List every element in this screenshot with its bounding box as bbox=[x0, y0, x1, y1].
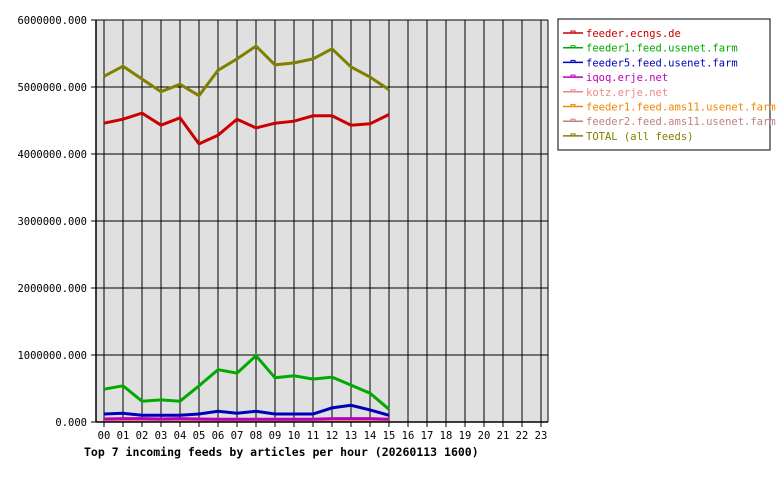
legend-box bbox=[557, 18, 771, 151]
x-tick-label: 18 bbox=[440, 430, 453, 442]
x-tick-label: 14 bbox=[364, 430, 377, 442]
y-axis-ticks: 0.000 1000000.000 2000000.000 3000000.000 40… bbox=[17, 15, 96, 429]
series-lines bbox=[103, 44, 390, 423]
y-tick-label: 1000000.000 bbox=[17, 350, 87, 362]
x-tick-label: 15 bbox=[383, 430, 396, 442]
legend-item: feeder2.feed.ams11.usenet.farm bbox=[563, 116, 776, 128]
x-tick-label: 08 bbox=[250, 430, 263, 442]
x-tick-label: 09 bbox=[269, 430, 282, 442]
legend-item: feeder5.feed.usenet.farm bbox=[563, 57, 738, 69]
x-tick-label: 17 bbox=[421, 430, 434, 442]
legend: feeder.ecngs.de feeder1.feed.usenet.farm f… bbox=[557, 18, 776, 151]
series-line-feeder1-feed-usenet-farm bbox=[103, 353, 390, 411]
legend-item: iqoq.erje.net bbox=[563, 72, 668, 84]
x-tick-label: 05 bbox=[193, 430, 206, 442]
x-tick-label: 22 bbox=[516, 430, 529, 442]
y-tick-label: 6000000.000 bbox=[17, 15, 87, 27]
legend-label: feeder5.feed.usenet.farm bbox=[586, 57, 738, 69]
series-line-feeder-ecngs-de bbox=[103, 111, 390, 146]
x-tick-label: 19 bbox=[459, 430, 472, 442]
legend-label: feeder2.feed.ams11.usenet.farm bbox=[586, 116, 776, 128]
x-tick-label: 23 bbox=[535, 430, 548, 442]
legend-label: feeder1.feed.ams11.usenet.farm bbox=[586, 102, 776, 114]
legend-item: TOTAL (all feeds) bbox=[563, 131, 693, 143]
series-line-total-all-feeds- bbox=[103, 44, 390, 98]
legend-marker-icon bbox=[570, 74, 576, 78]
legend-marker-icon bbox=[570, 118, 576, 122]
legend-item: feeder1.feed.usenet.farm bbox=[563, 43, 738, 55]
y-tick-label: 2000000.000 bbox=[17, 283, 87, 295]
x-tick-label: 12 bbox=[326, 430, 339, 442]
legend-marker-icon bbox=[570, 104, 576, 107]
y-tick-label: 0.000 bbox=[55, 417, 87, 429]
x-tick-label: 13 bbox=[345, 430, 358, 442]
chart-title: Top 7 incoming feeds by articles per hou… bbox=[84, 445, 479, 459]
x-tick-label: 10 bbox=[288, 430, 301, 442]
x-tick-label: 20 bbox=[478, 430, 491, 442]
x-tick-label: 16 bbox=[402, 430, 415, 442]
legend-marker-icon bbox=[570, 89, 576, 93]
y-tick-label: 4000000.000 bbox=[17, 149, 87, 161]
grid-lines bbox=[96, 19, 548, 423]
legend-marker-icon bbox=[570, 133, 576, 137]
legend-label: TOTAL (all feeds) bbox=[586, 131, 693, 143]
legend-marker-icon bbox=[570, 45, 576, 49]
legend-marker-icon bbox=[570, 30, 576, 34]
legend-label: iqoq.erje.net bbox=[586, 72, 668, 84]
x-axis-ticks: 00 01 02 03 04 05 06 07 08 09 10 11 12 13 14 15 16 17 18 19… bbox=[98, 422, 548, 442]
x-tick-label: 21 bbox=[497, 430, 510, 442]
series-line-iqoq-erje-net bbox=[103, 417, 390, 421]
x-tick-label: 11 bbox=[307, 430, 320, 442]
legend-label: kotz.erje.net bbox=[586, 87, 668, 99]
legend-item: feeder.ecngs.de bbox=[563, 28, 681, 40]
legend-marker-icon bbox=[570, 59, 576, 63]
legend-items: feeder.ecngs.de feeder1.feed.usenet.farm f… bbox=[563, 28, 776, 143]
x-tick-label: 02 bbox=[136, 430, 149, 442]
legend-label: feeder.ecngs.de bbox=[586, 28, 681, 40]
x-tick-label: 07 bbox=[231, 430, 244, 442]
legend-item: kotz.erje.net bbox=[563, 87, 668, 99]
y-tick-label: 5000000.000 bbox=[17, 82, 87, 94]
y-tick-label: 3000000.000 bbox=[17, 216, 87, 228]
x-tick-label: 06 bbox=[212, 430, 225, 442]
x-tick-label: 03 bbox=[155, 430, 168, 442]
x-tick-label: 01 bbox=[117, 430, 130, 442]
x-tick-label: 00 bbox=[98, 430, 111, 442]
legend-label: feeder1.feed.usenet.farm bbox=[586, 43, 738, 55]
legend-item: feeder1.feed.ams11.usenet.farm bbox=[563, 102, 776, 114]
series-line-feeder5-feed-usenet-farm bbox=[103, 403, 390, 417]
x-tick-label: 04 bbox=[174, 430, 187, 442]
